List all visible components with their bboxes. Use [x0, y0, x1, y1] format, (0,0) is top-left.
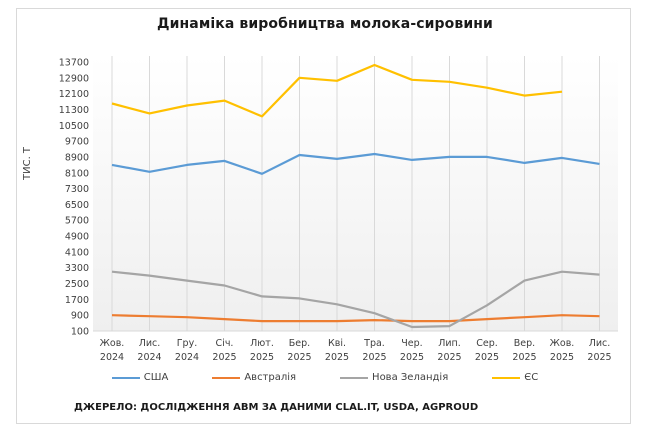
y-tick-label: 9700 [65, 137, 89, 148]
y-tick-label: 12100 [59, 89, 89, 100]
y-tick-label: 10500 [59, 121, 89, 132]
x-tick-label-year: 2025 [550, 352, 574, 363]
legend-item: Нова Зеландія [340, 372, 448, 383]
series-line-2 [111, 270, 600, 329]
x-tick-label-month: Гру. [177, 338, 197, 349]
x-tick-label-year: 2025 [325, 352, 349, 363]
x-tick-label-year: 2025 [437, 352, 461, 363]
legend-swatch [212, 376, 241, 379]
x-tick-label-month: Тра. [363, 338, 385, 349]
y-tick-label: 2500 [65, 279, 89, 290]
legend-label: Нова Зеландія [372, 372, 449, 383]
legend: США Австралія Нова Зеландія ЄС [0, 372, 650, 383]
legend-swatch [340, 376, 369, 379]
legend-label: США [143, 372, 169, 383]
x-tick-label-year: 2025 [512, 352, 536, 363]
x-tick-label-year: 2025 [587, 352, 611, 363]
x-tick-label-year: 2025 [250, 352, 274, 363]
x-tick-label-month: Сер. [476, 338, 498, 349]
y-tick-label: 4100 [65, 247, 89, 258]
x-tick-label-month: Жов. [550, 338, 575, 349]
x-tick-label-month: Лис. [589, 338, 611, 349]
series-line-0 [111, 152, 600, 175]
y-tick-label: 4900 [65, 232, 89, 243]
x-tick-label-month: Бер. [289, 338, 310, 349]
source-note: ДЖЕРЕЛО: ДОСЛІДЖЕННЯ АВМ ЗА ДАНИМИ CLAL.… [74, 402, 479, 413]
x-tick-label-year: 2024 [137, 352, 161, 363]
x-tick-label-month: Вер. [514, 338, 535, 349]
y-tick-label: 900 [71, 311, 89, 322]
x-tick-label-year: 2024 [175, 352, 199, 363]
y-tick-label: 8900 [65, 152, 89, 163]
y-tick-label: 3300 [65, 263, 89, 274]
x-tick-label-year: 2025 [287, 352, 311, 363]
legend-label: ЄС [524, 372, 539, 383]
x-tick-label-month: Жов. [100, 338, 125, 349]
y-tick-label: 13700 [59, 58, 89, 69]
legend-item: США [111, 372, 169, 383]
legend-swatch [492, 376, 521, 379]
y-tick-label: 7300 [65, 184, 89, 195]
y-tick-label: 12900 [59, 73, 89, 84]
x-tick-label-year: 2025 [212, 352, 236, 363]
x-tick-label-month: Лют. [250, 338, 274, 349]
x-tick-label-year: 2025 [475, 352, 499, 363]
y-tick-label: 8100 [65, 168, 89, 179]
y-tick-label: 6500 [65, 200, 89, 211]
series-line-1 [111, 314, 600, 323]
y-tick-label: 5700 [65, 216, 89, 227]
x-tick-label-year: 2025 [400, 352, 424, 363]
x-tick-label-month: Лис. [139, 338, 161, 349]
legend-item: Австралія [212, 372, 296, 383]
x-tick-label-year: 2024 [100, 352, 124, 363]
legend-swatch [111, 376, 140, 379]
plot-area [93, 56, 618, 331]
x-tick-label-month: Кві. [328, 338, 346, 349]
x-tick-label-year: 2025 [362, 352, 386, 363]
y-tick-label: 1700 [65, 295, 89, 306]
legend-label: Австралія [244, 372, 297, 383]
chart-title: Динаміка виробництва молока-сировини [157, 16, 493, 32]
y-tick-label: 100 [71, 327, 89, 338]
x-tick-label-month: Лип. [438, 338, 461, 349]
x-tick-label-month: Січ. [216, 338, 234, 349]
legend-item: ЄС [492, 372, 538, 383]
x-tick-label-month: Чер. [401, 338, 422, 349]
y-tick-label: 11300 [59, 105, 89, 116]
